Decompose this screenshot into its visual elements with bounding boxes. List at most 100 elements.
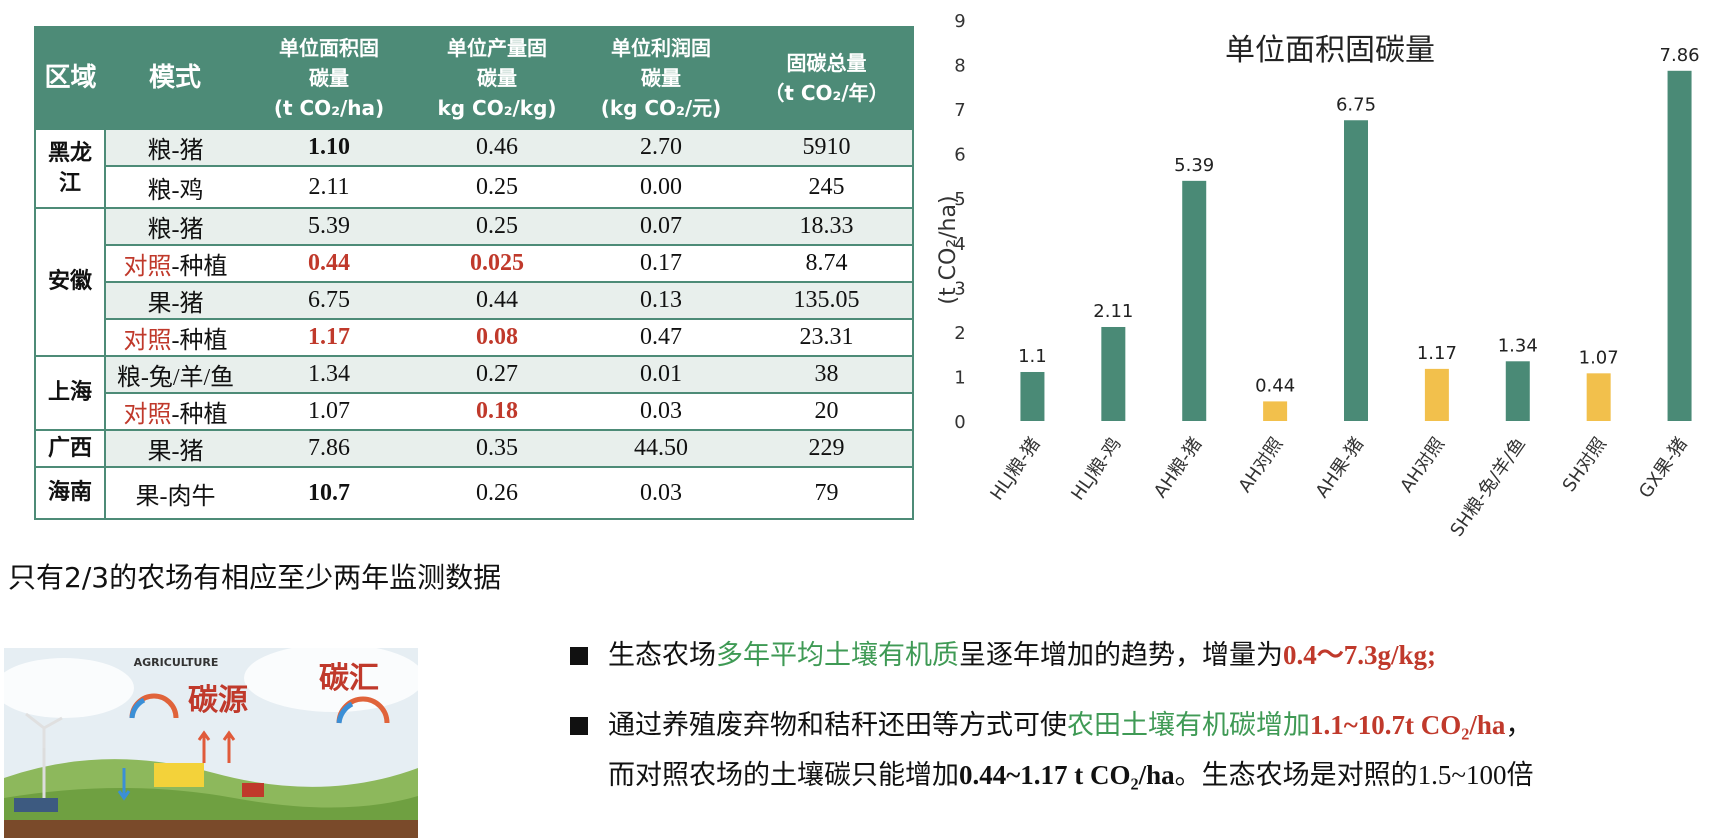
region-shanghai: 上海 (35, 356, 106, 431)
cell-profit: 0.01 (581, 356, 741, 394)
table-row: 安徽 粮-猪 5.39 0.25 0.07 18.33 (35, 208, 913, 357)
cell-profit: 0.03 (581, 393, 741, 431)
cell-area: 2.11 (245, 166, 413, 209)
chart-title: 单位面积固碳量 (1225, 33, 1435, 68)
table-row: 对照-种植 1.07 0.18 0.03 20 (35, 393, 913, 431)
cell-area: 1.17 (245, 319, 413, 357)
cell-profit: 0.00 (581, 166, 741, 209)
cell-mode: 粮-兔/羊/鱼 (105, 356, 245, 394)
cell-profit: 44.50 (581, 430, 741, 468)
region-heilongjiang-line1: 黑龙 (47, 140, 92, 166)
cell-profit: 0.03 (581, 467, 741, 520)
header-profit: 单位利润固 碳量 (kg CO₂/元) (581, 26, 741, 130)
cell-yield: 0.44 (413, 282, 581, 320)
finding-text: ， (1505, 710, 1533, 740)
x-tick-label: AH对照 (1235, 434, 1288, 497)
cell-yield: 0.25 (413, 208, 581, 246)
y-tick-label: 7 (954, 100, 965, 121)
header-area-line1: 单位面积固 (279, 36, 379, 60)
cell-total: 18.33 (741, 208, 913, 246)
finding-item: 生态农场多年平均土壤有机质呈逐年增加的趋势，增量为0.4～7.3g/kg; (566, 630, 1716, 680)
y-tick-label: 4 (954, 234, 965, 255)
control-prefix: 对照 (123, 402, 172, 428)
soil-layer (4, 820, 418, 838)
info-box-icon (154, 763, 204, 787)
header-yield-line2: 碳量 (477, 66, 517, 90)
bar (1263, 401, 1288, 421)
cell-profit: 0.47 (581, 319, 741, 357)
cell-yield: 0.18 (413, 393, 581, 431)
cell-area: 5.39 (245, 208, 413, 246)
carbon-table-container: 区域 模式 单位面积固 碳量 (t CO₂/ha) 单位产量固 碳量 kg CO… (34, 26, 914, 520)
cell-yield: 0.25 (413, 166, 581, 209)
cell-area: 1.10 (245, 130, 413, 167)
cell-total: 23.31 (741, 319, 913, 357)
x-tick-label: SH对照 (1559, 434, 1611, 496)
y-tick-label: 0 (954, 412, 965, 433)
x-tick-label: HLJ粮-鸡 (1067, 434, 1125, 505)
y-tick-label: 6 (954, 145, 965, 166)
control-suffix: -种植 (171, 328, 228, 354)
tractor-icon (242, 783, 264, 797)
cell-yield: 0.46 (413, 130, 581, 167)
y-tick-label: 3 (954, 278, 965, 299)
cell-mode-control: 对照-种植 (105, 245, 245, 283)
table-row: 果-猪 6.75 0.44 0.13 135.05 (35, 282, 913, 320)
bar-value-label: 2.11 (1093, 301, 1133, 322)
cycle-arrow-icon (336, 701, 354, 724)
bar-value-label: 6.75 (1336, 94, 1376, 115)
x-tick-label: AH果-猪 (1312, 434, 1368, 502)
finding-highlight: 多年平均土壤有机质 (716, 640, 959, 670)
cell-mode: 果-猪 (105, 430, 245, 468)
cell-profit: 0.17 (581, 245, 741, 283)
region-heilongjiang-line2: 江 (58, 170, 81, 196)
cell-area: 6.75 (245, 282, 413, 320)
cell-mode: 粮-猪 (105, 130, 245, 167)
table-row: 对照-种植 1.17 0.08 0.47 23.31 (35, 319, 913, 357)
x-tick-label: AH对照 (1396, 434, 1449, 497)
y-tick-label: 9 (954, 11, 965, 32)
region-anhui: 安徽 (35, 208, 106, 357)
agriculture-label: AGRICULTURE (134, 656, 219, 669)
cell-total: 5910 (741, 130, 913, 167)
finding-value: 1.1~10.7t CO₂/ha (1310, 710, 1506, 740)
bar-chart: 单位面积固碳量 (t CO₂/ha) 0 1 2 3 4 5 6 7 8 9 1.1 2.11 5.3… (930, 0, 1724, 620)
finding-item: 通过养殖废弃物和秸秆还田等方式可使农田土壤有机碳增加1.1~10.7t CO₂/… (566, 700, 1716, 800)
cell-total: 135.05 (741, 282, 913, 320)
cell-total: 229 (741, 430, 913, 468)
header-yield-line3: kg CO₂/kg) (437, 96, 557, 120)
control-suffix: -种植 (171, 402, 228, 428)
cell-area: 1.34 (245, 356, 413, 394)
header-yield: 单位产量固 碳量 kg CO₂/kg) (413, 26, 581, 130)
header-profit-line2: 碳量 (641, 66, 681, 90)
cell-mode: 果-猪 (105, 282, 245, 320)
cell-yield: 0.025 (413, 245, 581, 283)
illustration-svg: AGRICULTURE 碳源 碳汇 (4, 648, 418, 838)
finding-text: 生态农场 (608, 640, 716, 670)
region-heilongjiang: 黑龙 江 (35, 130, 106, 209)
table-row: 上海 粮-兔/羊/鱼 1.34 0.27 0.01 38 (35, 356, 913, 431)
finding-highlight: 农田土壤有机碳增加 (1067, 710, 1310, 740)
bar-value-label: 0.44 (1255, 375, 1295, 396)
cell-mode: 粮-猪 (105, 208, 245, 246)
finding-value: 0.44~1.17 t CO₂/ha (959, 760, 1175, 790)
bullet-square-icon (570, 647, 588, 665)
bar (1101, 326, 1126, 421)
y-axis-label: (t CO₂/ha) (936, 195, 961, 304)
bar (1020, 371, 1045, 421)
turbine-blades-icon (25, 712, 63, 748)
bar-series: 1.1 2.11 5.39 0.44 6.75 1.17 1.34 1.07 7.86 (1018, 45, 1700, 421)
carbon-table: 区域 模式 单位面积固 碳量 (t CO₂/ha) 单位产量固 碳量 kg CO… (34, 26, 914, 520)
header-mode: 模式 (105, 26, 245, 130)
table-row: 黑龙 江 粮-猪 1.10 0.46 2.70 5910 (35, 130, 913, 209)
header-area-line2: 碳量 (309, 66, 349, 90)
cell-area: 0.44 (245, 245, 413, 283)
cloud-shape (4, 658, 134, 718)
control-suffix: -种植 (171, 254, 228, 280)
bar-chart-svg: 单位面积固碳量 (t CO₂/ha) 0 1 2 3 4 5 6 7 8 9 1.1 2.11 5.3… (936, 11, 1700, 541)
x-tick-label: GX果-猪 (1635, 434, 1692, 502)
cloud-shape (244, 648, 418, 712)
header-area-line3: (t CO₂/ha) (273, 96, 385, 120)
bar (1586, 373, 1611, 421)
cell-yield: 0.35 (413, 430, 581, 468)
